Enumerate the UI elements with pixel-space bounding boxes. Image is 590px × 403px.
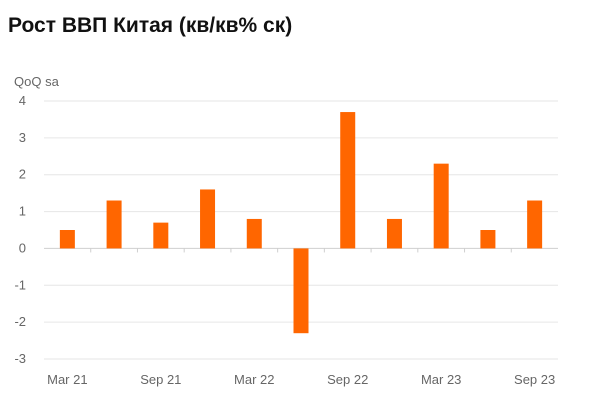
- x-tick-label: Mar 21: [47, 372, 87, 387]
- x-axis: Mar 21 Sep 21 Mar 22 Sep 22 Mar 23 Sep 23: [47, 248, 555, 387]
- bar-dec-21: [200, 189, 216, 249]
- chart-title: Рост ВВП Китая (кв/кв% ск): [8, 14, 293, 37]
- y-tick-label: 4: [19, 93, 26, 108]
- bar-jun-21: [106, 200, 122, 249]
- x-tick-label: Mar 22: [234, 372, 274, 387]
- y-tick-label: 1: [19, 204, 26, 219]
- y-tick-label: -1: [14, 277, 26, 292]
- bar-mar-23: [433, 163, 449, 249]
- y-tick-label: 2: [19, 167, 26, 182]
- y-tick-label: 3: [19, 130, 26, 145]
- y-tick-label: -3: [14, 351, 26, 366]
- x-tick-label: Mar 23: [421, 372, 461, 387]
- bar-jun-22: [293, 248, 309, 334]
- y-axis: -3 -2 -1 0 1 2 3 4: [14, 93, 26, 366]
- bar-dec-22: [386, 218, 402, 249]
- bar-mar-21: [59, 230, 75, 249]
- x-tick-label: Sep 22: [327, 372, 368, 387]
- y-tick-label: 0: [19, 240, 26, 255]
- bar-jun-23: [480, 230, 496, 249]
- x-tick-label: Sep 21: [140, 372, 181, 387]
- bars: [59, 112, 543, 334]
- y-tick-label: -2: [14, 314, 26, 329]
- bar-sep-21: [153, 222, 169, 249]
- y-unit-label: QoQ sa: [14, 74, 60, 89]
- bar-sep-22: [340, 112, 356, 249]
- bar-sep-23: [527, 200, 543, 249]
- x-tick-label: Sep 23: [514, 372, 555, 387]
- bar-mar-22: [246, 218, 262, 249]
